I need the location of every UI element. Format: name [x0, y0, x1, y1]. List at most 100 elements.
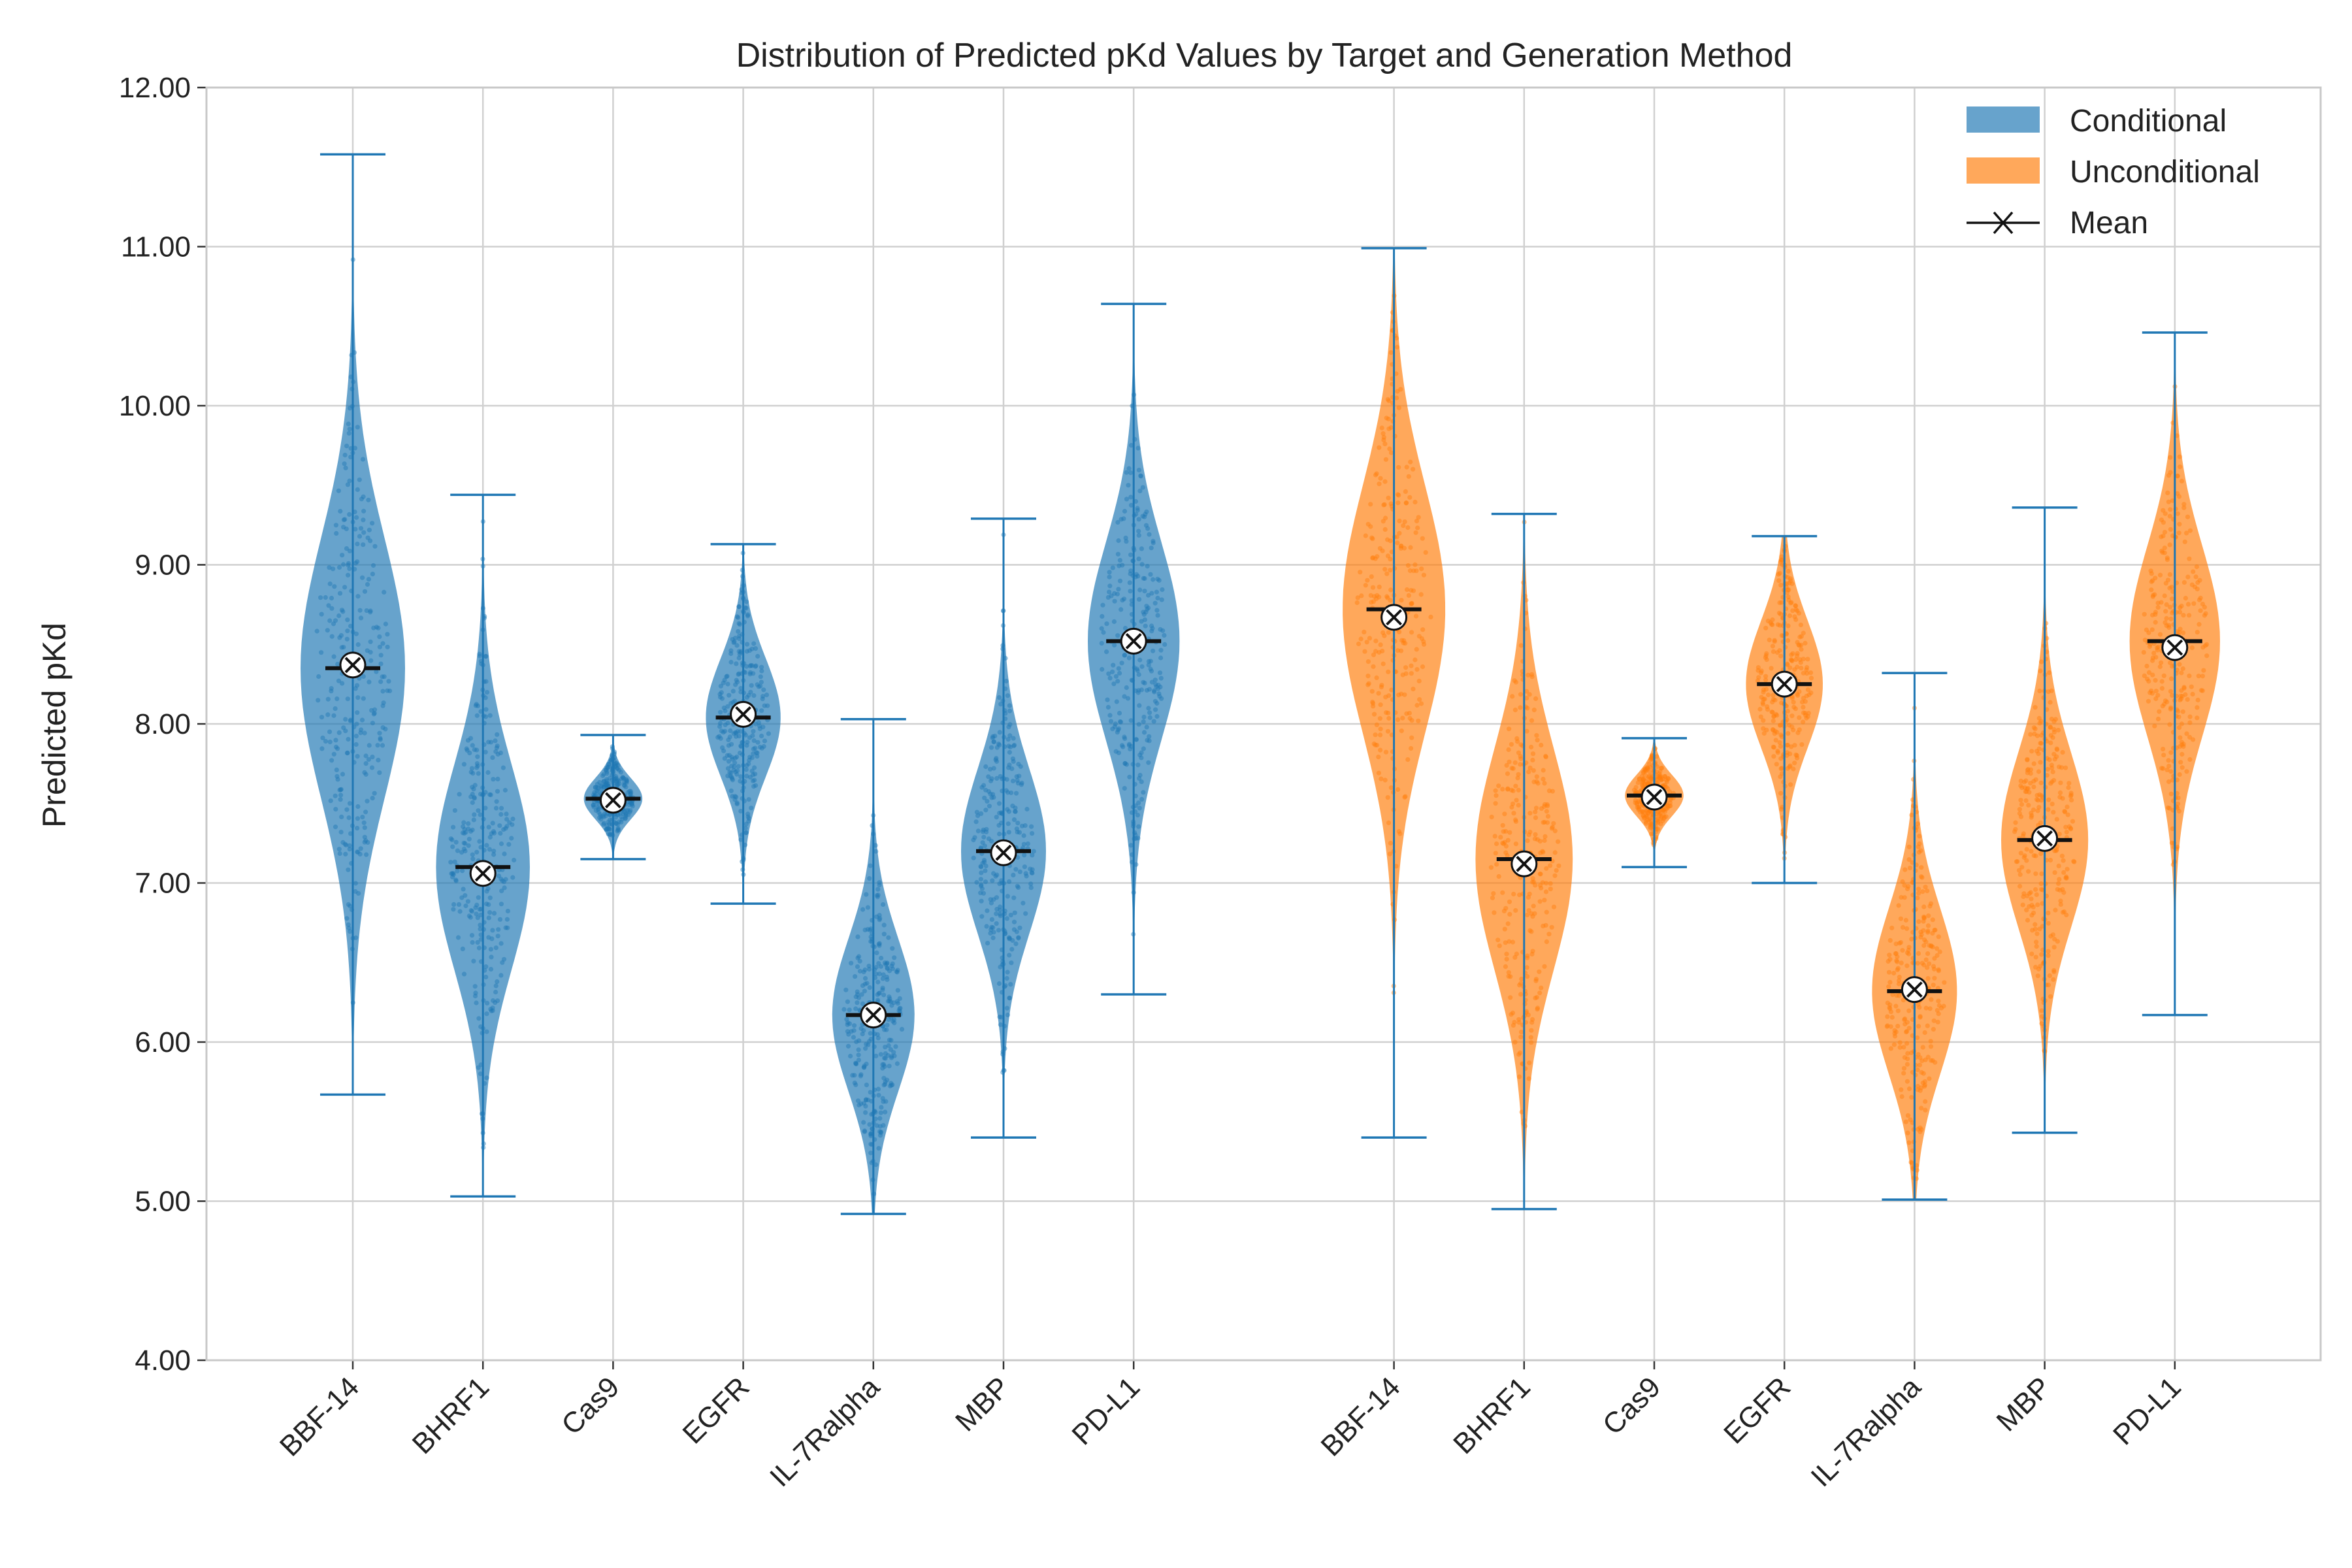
data-point [1117, 711, 1122, 716]
data-point [504, 917, 510, 922]
data-point [1930, 944, 1935, 950]
data-point [2155, 647, 2160, 653]
data-point [483, 806, 488, 811]
data-point [1385, 595, 1390, 600]
data-point [2040, 924, 2045, 929]
data-point [486, 902, 491, 907]
data-point [1916, 1024, 1921, 1029]
data-point [1100, 602, 1105, 608]
data-point [1900, 879, 1905, 885]
data-point [1927, 943, 1932, 948]
data-point [361, 820, 367, 825]
data-point [1406, 474, 1411, 479]
data-point [1011, 927, 1017, 932]
data-point [1137, 776, 1142, 781]
data-point [2181, 630, 2186, 636]
data-point [1416, 718, 1421, 723]
data-point [979, 914, 985, 919]
data-point [1918, 934, 1923, 939]
data-point [358, 615, 364, 621]
legend-swatch [1967, 157, 2040, 184]
data-point [1514, 798, 1519, 803]
data-point [2150, 612, 2155, 618]
data-point [2029, 951, 2034, 956]
data-point [360, 815, 365, 820]
data-point [591, 802, 596, 808]
data-point [1407, 568, 1413, 574]
data-point [1011, 743, 1017, 749]
data-point [722, 678, 727, 683]
data-point [451, 871, 456, 876]
data-point [1897, 974, 1902, 980]
data-point [335, 661, 340, 667]
data-point [2168, 660, 2173, 666]
data-point [487, 910, 493, 915]
data-point [1657, 774, 1662, 779]
data-point [735, 768, 740, 774]
data-point [1505, 853, 1510, 858]
data-point [1550, 789, 1555, 794]
data-point [987, 804, 992, 809]
data-point [1369, 600, 1374, 605]
data-point [2170, 777, 2175, 783]
data-point [981, 858, 987, 863]
data-point [468, 794, 474, 800]
data-point [2050, 765, 2055, 770]
data-point [1667, 804, 1672, 809]
data-point [1797, 715, 1802, 720]
data-point [624, 779, 629, 784]
data-point [717, 691, 723, 697]
data-point [1795, 755, 1800, 760]
data-point [992, 734, 998, 739]
data-point [1544, 802, 1550, 807]
data-point [1421, 572, 1426, 578]
data-point [608, 776, 613, 781]
data-point [988, 745, 994, 750]
data-point [328, 798, 333, 804]
data-point [746, 761, 751, 766]
data-point [1007, 936, 1013, 941]
data-point [861, 1028, 866, 1033]
data-point [1649, 823, 1654, 828]
data-point [1799, 647, 1804, 652]
data-point [487, 847, 493, 852]
data-point [337, 635, 342, 640]
data-point [1517, 983, 1522, 988]
data-point [347, 566, 352, 572]
data-point [374, 669, 379, 674]
data-point [1142, 576, 1147, 581]
data-point [1534, 779, 1539, 784]
data-point [1761, 726, 1766, 731]
data-point [2200, 688, 2205, 693]
data-point [476, 1065, 481, 1070]
data-point [1513, 841, 1518, 847]
data-point [2018, 778, 2023, 783]
data-point [603, 813, 609, 819]
data-point [1510, 694, 1515, 699]
data-point [873, 843, 878, 848]
data-point [2162, 702, 2167, 707]
data-point [355, 695, 361, 700]
data-point [2024, 847, 2029, 852]
data-point [468, 770, 474, 775]
data-point [2168, 455, 2173, 460]
data-point [2183, 596, 2188, 601]
data-point [484, 901, 489, 907]
data-point [757, 723, 762, 728]
data-point [993, 757, 998, 762]
data-point [2168, 507, 2173, 512]
data-point [1117, 558, 1122, 563]
data-point [1099, 641, 1104, 646]
data-point [1401, 523, 1406, 529]
data-point [2178, 744, 2183, 749]
data-point [1785, 742, 1790, 748]
data-point [2153, 612, 2158, 617]
data-point [1388, 425, 1394, 431]
data-point [2061, 870, 2066, 875]
data-point [1761, 689, 1766, 695]
data-point [1107, 570, 1112, 575]
data-point [1507, 939, 1512, 944]
data-point [1785, 662, 1790, 668]
data-point [1007, 722, 1013, 727]
data-point [1386, 820, 1392, 825]
